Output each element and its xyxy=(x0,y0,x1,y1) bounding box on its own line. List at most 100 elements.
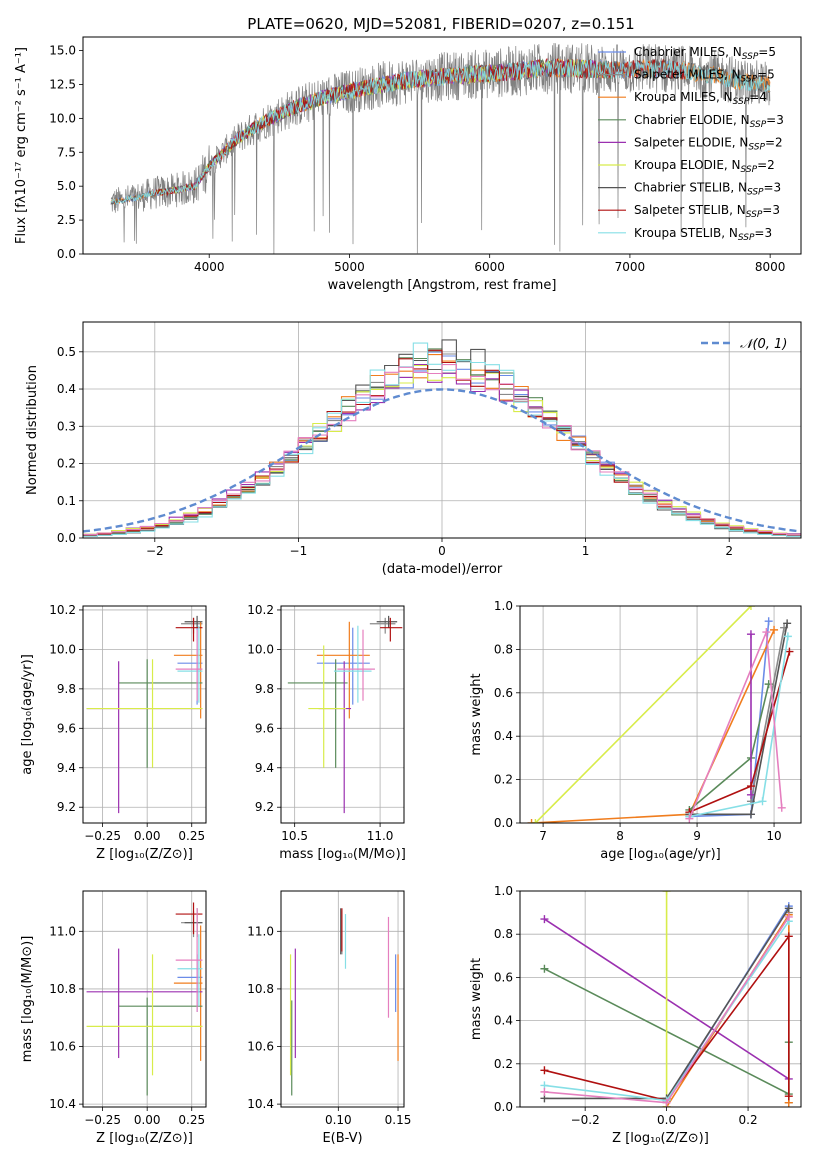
y-tick-label: 9.6 xyxy=(255,721,274,735)
x-tick-label: 5000 xyxy=(334,260,365,274)
mass-weight-line xyxy=(689,623,788,816)
axes-frame xyxy=(519,605,802,824)
legend-entry: Chabrier STELIB, NSSP=3 xyxy=(634,181,781,198)
legend-entry: 𝒩(0, 1) xyxy=(740,337,787,352)
data-point-marker xyxy=(540,915,549,924)
y-tick-label: 10.0 xyxy=(49,642,76,656)
age-vs-mass-panel: 10.5 11.0 9.2 9.4 9.6 9.8 10.0 10.2 mass [log₁₀(… xyxy=(247,603,405,862)
data-point-marker xyxy=(784,904,793,913)
data-point-marker xyxy=(764,617,773,626)
x-tick-label: 0.00 xyxy=(134,829,161,843)
plot-area xyxy=(110,42,771,254)
data-point-marker xyxy=(746,630,755,639)
y-tick-label: 10.8 xyxy=(49,982,76,996)
model-spectrum-line xyxy=(152,58,603,198)
y-tick-label: 0.6 xyxy=(494,686,513,700)
legend-entry-end: =3 xyxy=(766,113,784,127)
legend-entry: Salpeter STELIB, NSSP=3 xyxy=(634,203,780,220)
legend-entry-sub: SSP xyxy=(738,233,755,243)
mass-weight-line xyxy=(534,606,752,823)
plot-area xyxy=(287,615,403,814)
data-point-marker xyxy=(777,803,786,812)
data-point-marker xyxy=(762,628,771,637)
y-tick-label: 11.0 xyxy=(247,924,274,938)
mass-weight-vs-age-panel: 7 8 9 10 0.0 0.2 0.4 0.6 0.8 1.0 age [log₁₀(age/yr… xyxy=(469,599,802,862)
axes-frame xyxy=(82,890,207,1108)
legend-entry: Chabrier MILES, NSSP=5 xyxy=(634,45,776,62)
legend-entry-end: =2 xyxy=(765,135,783,149)
normal-reference-curve xyxy=(83,388,799,533)
y-tick-label: 7.5 xyxy=(57,145,76,159)
y-axis-label: Normed distribution xyxy=(25,365,40,495)
legend-entry-main: Chabrier ELODIE, N xyxy=(634,113,750,127)
plot-area xyxy=(86,615,203,814)
y-tick-label: 0.8 xyxy=(494,927,513,941)
legend-entry: Kroupa STELIB, NSSP=3 xyxy=(634,226,772,243)
x-tick-label: −0.2 xyxy=(571,1113,600,1127)
y-tick-label: 0.6 xyxy=(494,970,513,984)
x-tick-label: −2 xyxy=(146,544,164,558)
legend-entry-end: =3 xyxy=(764,181,782,195)
y-tick-label: 10.4 xyxy=(49,1097,76,1111)
axes-frame xyxy=(280,890,405,1108)
x-axis-label: (data-model)/error xyxy=(382,562,503,577)
data-point-marker xyxy=(540,1087,549,1096)
y-tick-label: 10.0 xyxy=(247,642,274,656)
data-point-marker xyxy=(662,891,671,895)
x-axis-label: Z [log₁₀(Z/Z⊙)] xyxy=(96,1131,193,1146)
y-tick-label: 0.0 xyxy=(494,1100,513,1114)
x-tick-label: 2 xyxy=(725,544,733,558)
x-tick-label: −0.25 xyxy=(84,1113,121,1127)
legend-entry-main: Salpeter MILES, N xyxy=(634,68,741,82)
data-point-marker xyxy=(540,1066,549,1075)
legend-entry-sub: SSP xyxy=(742,52,759,62)
mass-weight-line xyxy=(750,627,785,802)
y-tick-label: 10.4 xyxy=(247,1097,274,1111)
x-tick-label: 0.0 xyxy=(657,1113,676,1127)
legend-entry-end: =4 xyxy=(749,90,767,104)
x-tick-label: 10 xyxy=(766,829,781,843)
y-tick-label: 15.0 xyxy=(49,44,76,58)
y-tick-label: 1.0 xyxy=(494,884,513,898)
mass-weight-line xyxy=(689,636,789,818)
legend-entry: Kroupa ELODIE, NSSP=2 xyxy=(634,158,775,175)
model-spectrum-line xyxy=(110,58,771,205)
plot-area xyxy=(540,891,793,1107)
residual-histogram xyxy=(83,364,801,536)
data-point-marker xyxy=(784,932,793,941)
y-axis-label: Flux [fλ10⁻¹⁷ erg cm⁻² s⁻¹ A⁻¹] xyxy=(14,47,29,244)
y-tick-label: 9.4 xyxy=(255,761,274,775)
x-axis-label: mass [log₁₀(M/M⊙)] xyxy=(279,847,406,862)
y-tick-label: 10.2 xyxy=(247,603,274,617)
legend-entry-main: Chabrier MILES, N xyxy=(634,45,742,59)
figure-title: PLATE=0620, MJD=52081, FIBERID=0207, z=0… xyxy=(247,15,634,33)
x-tick-label: 6000 xyxy=(474,260,505,274)
y-tick-label: 0.0 xyxy=(57,247,76,261)
x-tick-label: −1 xyxy=(290,544,308,558)
model-spectrum-line xyxy=(152,57,687,198)
x-tick-label: 0 xyxy=(438,544,446,558)
x-axis-label: age [log₁₀(age/yr)] xyxy=(600,847,721,862)
legend-entry-end: =3 xyxy=(762,203,780,217)
legend-entry-sub: SSP xyxy=(748,142,765,152)
y-tick-label: 11.0 xyxy=(49,924,76,938)
data-point-marker xyxy=(758,797,767,806)
observed-spectrum xyxy=(110,42,771,254)
x-tick-label: 4000 xyxy=(194,260,225,274)
y-tick-label: 0.3 xyxy=(57,419,76,433)
legend-entry-sub: SSP xyxy=(747,188,764,198)
mass-weight-line xyxy=(544,933,790,1102)
y-axis-label: age [log₁₀(age/yr)] xyxy=(20,654,35,775)
y-tick-label: 2.5 xyxy=(57,213,76,227)
y-tick-label: 10.0 xyxy=(49,111,76,125)
data-point-marker xyxy=(746,790,755,799)
legend-entry: Salpeter ELODIE, NSSP=2 xyxy=(634,135,783,152)
y-tick-label: 9.8 xyxy=(255,682,274,696)
axes-frame xyxy=(82,36,802,255)
legend-entry-end: =2 xyxy=(757,158,775,172)
x-tick-label: 8 xyxy=(616,829,624,843)
y-tick-label: 10.6 xyxy=(49,1040,76,1054)
x-tick-label: 0.25 xyxy=(178,829,205,843)
